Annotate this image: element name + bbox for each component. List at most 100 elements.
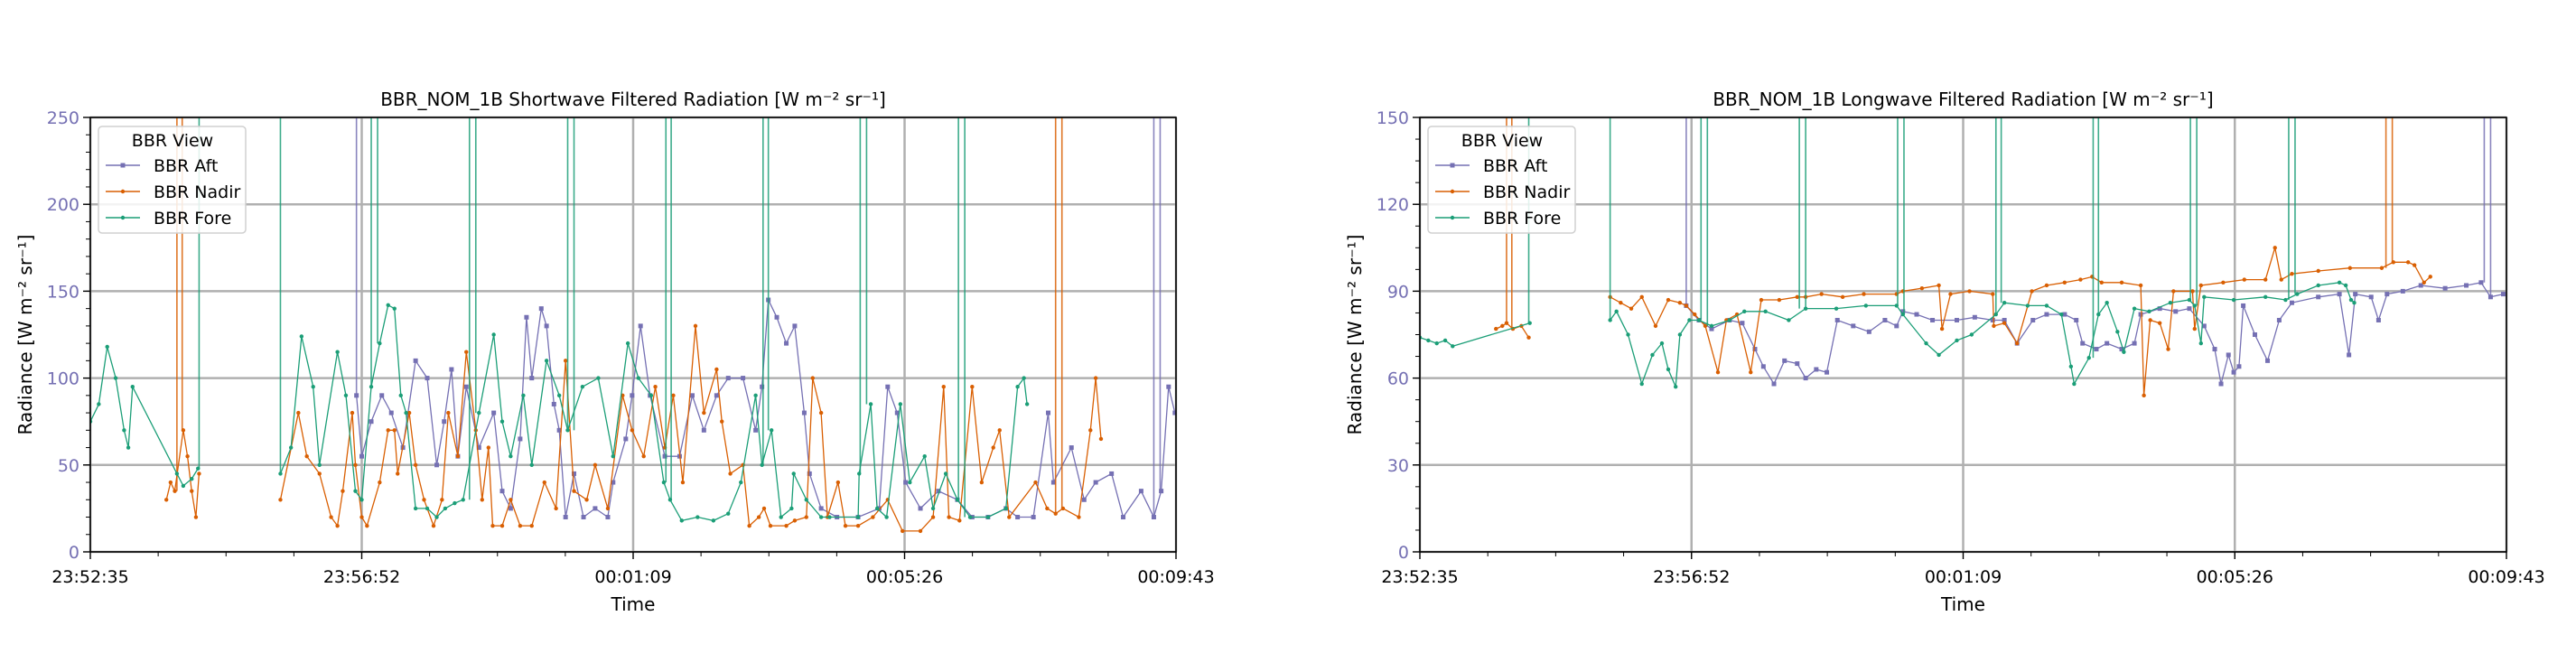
bbr-fore-point xyxy=(2132,306,2137,311)
bbr-fore-point xyxy=(2263,294,2268,300)
bbr-fore-point xyxy=(544,359,549,363)
legend-label: BBR Aft xyxy=(154,156,218,176)
bbr-fore-point xyxy=(804,498,808,502)
bbr-aft-point xyxy=(1159,489,1164,494)
bbr-aft-point xyxy=(2464,283,2469,288)
bbr-nadir-point xyxy=(446,410,451,415)
bbr-fore-point xyxy=(1900,312,1905,317)
bbr-fore-point xyxy=(1924,341,1928,346)
bbr-fore-point xyxy=(398,393,403,398)
bbr-nadir-point xyxy=(386,428,390,433)
bbr-fore-point xyxy=(726,511,731,516)
bbr-nadir-point xyxy=(1007,515,1012,519)
x-tick-label: 00:05:26 xyxy=(866,567,943,587)
bbr-nadir-point xyxy=(392,428,397,433)
bbr-aft-point xyxy=(2094,347,2099,352)
bbr-fore-point xyxy=(196,466,201,471)
bbr-fore-point xyxy=(181,483,186,489)
bbr-nadir-point xyxy=(1053,511,1058,516)
bbr-nadir-point xyxy=(804,515,808,519)
bbr-nadir-point xyxy=(499,523,505,528)
bbr-aft-point xyxy=(2157,306,2162,312)
bbr-nadir-point xyxy=(1939,326,1945,331)
bbr-aft-point xyxy=(1825,369,1830,375)
bbr-fore-point xyxy=(425,506,430,511)
bbr-fore-point xyxy=(2072,381,2077,387)
bbr-fore-point xyxy=(679,518,684,523)
bbr-fore-point xyxy=(908,480,912,485)
bbr-aft-point xyxy=(2002,317,2007,322)
bbr-fore-point xyxy=(868,402,873,406)
chart-title: BBR_NOM_1B Shortwave Filtered Radiation … xyxy=(380,89,886,110)
bbr-fore-point xyxy=(1639,381,1644,387)
bbr-nadir-point xyxy=(918,528,923,534)
bbr-nadir-point xyxy=(365,523,369,528)
bbr-fore-point xyxy=(1527,321,1532,325)
bbr-fore-point xyxy=(97,402,101,406)
bbr-fore-point xyxy=(1015,385,1020,389)
bbr-nadir-point xyxy=(641,453,646,459)
bbr-aft-point xyxy=(662,453,667,459)
bbr-aft-point xyxy=(572,471,577,476)
bbr-aft-point xyxy=(476,445,481,451)
bbr-aft-point xyxy=(894,410,900,415)
bbr-fore-point xyxy=(404,410,408,415)
bbr-nadir-point xyxy=(529,523,534,528)
bbr-nadir-point xyxy=(413,462,418,467)
bbr-nadir-point xyxy=(747,523,751,528)
bbr-nadir-point xyxy=(1684,303,1689,308)
bbr-aft-point xyxy=(2487,294,2493,300)
bbr-nadir-point xyxy=(1060,506,1066,511)
x-tick-label: 00:09:43 xyxy=(1137,567,1214,587)
bbr-aft-point xyxy=(413,358,418,363)
bbr-aft-point xyxy=(801,410,807,415)
bbr-aft-point xyxy=(714,393,719,398)
bbr-nadir-point xyxy=(784,523,789,528)
bbr-nadir-point xyxy=(2405,260,2411,265)
bbr-fore-point xyxy=(884,515,889,519)
bbr-aft-point xyxy=(2030,317,2036,322)
bbr-aft-point xyxy=(1172,410,1176,415)
bbr-fore-point xyxy=(565,428,570,433)
series-bbr-nadir xyxy=(163,117,1104,534)
bbr-fore-point xyxy=(1650,352,1655,358)
bbr-aft-point xyxy=(784,341,789,346)
bbr-fore-point xyxy=(667,498,673,502)
bbr-nadir-point xyxy=(991,445,995,450)
y-tick-label: 0 xyxy=(69,543,79,563)
y-tick-label: 60 xyxy=(1387,369,1409,389)
x-tick-label: 23:52:35 xyxy=(51,567,128,587)
bbr-fore-point xyxy=(791,471,796,476)
bbr-fore-point xyxy=(1434,341,1439,346)
legend-label: BBR Fore xyxy=(154,209,231,229)
bbr-fore-point xyxy=(2316,283,2320,288)
bbr-fore-point xyxy=(1673,385,1678,389)
bbr-fore-point xyxy=(769,428,774,433)
bbr-nadir-point xyxy=(1093,376,1098,380)
bbr-fore-point xyxy=(443,506,448,511)
bbr-aft-point xyxy=(1954,317,1959,322)
bbr-aft-point xyxy=(1069,445,1074,451)
bbr-nadir-point xyxy=(728,471,733,476)
series-bbr-fore xyxy=(90,117,1030,523)
bbr-fore-point xyxy=(739,480,743,485)
bbr-nadir-point xyxy=(2192,326,2197,331)
y-tick-label: 0 xyxy=(1398,543,1409,563)
bbr-aft-point xyxy=(1046,410,1051,415)
bbr-fore-point xyxy=(827,515,832,519)
bbr-nadir-point xyxy=(1077,515,1081,519)
bbr-nadir-point xyxy=(768,523,773,528)
bbr-nadir-point xyxy=(792,518,798,523)
bbr-nadir-point xyxy=(2290,271,2294,276)
bbr-nadir-point xyxy=(756,515,761,519)
legend-item-bbr-fore: BBR Fore xyxy=(1435,209,1561,229)
bbr-nadir-point xyxy=(1693,312,1697,317)
bbr-nadir-point xyxy=(2316,268,2320,274)
bbr-fore-point xyxy=(2122,350,2126,354)
bbr-fore-point xyxy=(556,393,562,398)
bbr-aft-point xyxy=(2316,294,2321,300)
bbr-fore-point xyxy=(1937,352,1941,358)
bbr-nadir-point xyxy=(1629,306,1634,311)
